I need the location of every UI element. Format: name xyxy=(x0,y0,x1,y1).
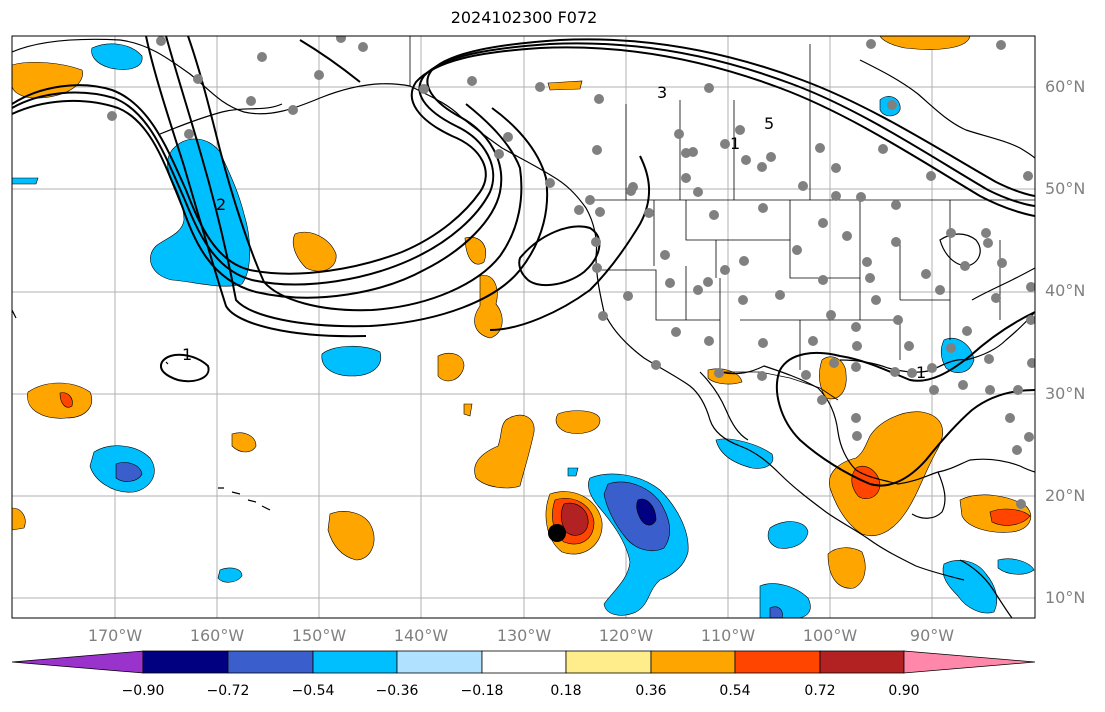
colorbar-tick-label: −0.72 xyxy=(206,683,250,699)
colorbar-high-extension xyxy=(903,650,1036,674)
map-frame xyxy=(11,35,1036,619)
map-title: 2024102300 F072 xyxy=(450,8,598,27)
contour-label: 1 xyxy=(182,345,192,364)
lon-label-140w: 140°W xyxy=(393,626,449,645)
lon-label-100w: 100°W xyxy=(802,626,858,645)
colorbar-tick-label: 0.54 xyxy=(719,683,751,699)
colorbar-tick-label: 0.90 xyxy=(888,683,920,699)
lat-label-50n: 50°N xyxy=(1045,179,1086,198)
colorbar-tick-label: −0.54 xyxy=(291,683,335,699)
lat-label-30n: 30°N xyxy=(1045,384,1086,403)
contour-label: 1 xyxy=(916,363,926,382)
colorbar-segment xyxy=(734,650,821,674)
colorbar-tick-label: −0.36 xyxy=(375,683,419,699)
lat-label-10n: 10°N xyxy=(1045,588,1086,607)
contour-label: 5 xyxy=(764,114,774,133)
colorbar-tick-label: −0.18 xyxy=(460,683,504,699)
contour-labels: 3 5 1 2 1 1 xyxy=(182,83,926,382)
graticule xyxy=(12,36,1035,618)
colorbar-tick-label: −0.90 xyxy=(121,683,165,699)
colorbar-segment xyxy=(565,650,652,674)
lon-label-110w: 110°W xyxy=(700,626,756,645)
colorbar-segment xyxy=(481,650,567,674)
colorbar-tick-label: 0.72 xyxy=(804,683,836,699)
political-boundaries xyxy=(409,36,1035,401)
lon-label-120w: 120°W xyxy=(598,626,654,645)
lon-label-130w: 130°W xyxy=(496,626,552,645)
lat-label-40n: 40°N xyxy=(1045,281,1086,300)
lon-label-150w: 150°W xyxy=(291,626,347,645)
colorbar-segment xyxy=(142,650,229,674)
colorbar-segment xyxy=(312,650,398,674)
lon-label-170w: 170°W xyxy=(87,626,143,645)
colorbar-segment xyxy=(396,650,483,674)
contour-label: 1 xyxy=(730,134,740,153)
colorbar-segment xyxy=(819,650,905,674)
station-dots xyxy=(107,36,1035,509)
storm-marker xyxy=(548,524,566,542)
lat-label-20n: 20°N xyxy=(1045,486,1086,505)
colorbar xyxy=(11,650,1036,674)
lon-label-90w: 90°W xyxy=(909,626,955,645)
lon-label-160w: 160°W xyxy=(189,626,245,645)
lat-label-60n: 60°N xyxy=(1045,77,1086,96)
contour-label: 2 xyxy=(216,195,226,214)
colorbar-tick-label: 0.18 xyxy=(550,683,582,699)
colorbar-segment xyxy=(227,650,314,674)
colorbar-low-extension xyxy=(11,650,144,674)
positive-anomaly-shading xyxy=(12,36,1032,589)
colorbar-segment xyxy=(650,650,736,674)
contour-label: 3 xyxy=(657,83,667,102)
colorbar-tick-label: 0.36 xyxy=(635,683,667,699)
